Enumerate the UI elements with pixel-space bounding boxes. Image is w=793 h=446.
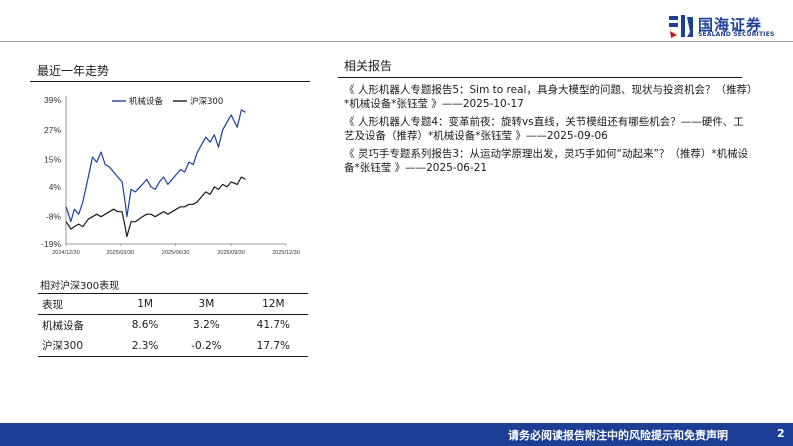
cell-12m: 17.7% xyxy=(256,339,290,352)
table-row: 机械设备 8.6% 3.2% 41.7% xyxy=(38,315,308,336)
report-item[interactable]: 《 人形机器人专题报告5：Sim to real，具身大模型的问题、现状与投资机… xyxy=(344,84,753,110)
y-tick-label: 15% xyxy=(44,155,61,165)
report-item[interactable]: 《 灵巧手专题系列报告3：从运动学原理出发，灵巧手如何“动起来”？（推荐）*机械… xyxy=(344,148,749,174)
brand-logo: 国海证券 SEALAND SECURITIES xyxy=(668,13,784,39)
performance-header-row: 表现 1M 3M 12M xyxy=(38,293,308,315)
cell-1m: 2.3% xyxy=(131,339,159,352)
series-line-machinery xyxy=(65,109,246,223)
x-tick-label: 2025/03/30 xyxy=(106,250,134,256)
row-label: 机械设备 xyxy=(42,319,84,332)
y-tick-label: -8% xyxy=(46,212,62,222)
series-line-csi300 xyxy=(65,176,246,238)
x-tick-label: 2025/06/30 xyxy=(162,250,190,256)
cell-3m: 3.2% xyxy=(193,319,220,332)
trend-chart: 39% 27% 15% 4% -8% -19%2024/12/30 2025/03/30 20… xyxy=(41,95,300,256)
footer-disclaimer: 请务必阅读报告附注中的风险提示和免责声明 xyxy=(508,429,728,442)
x-tick-label: 2025/12/30 xyxy=(272,250,300,256)
performance-table: 表现 1M 3M 12M 机械设备 8.6% 3.2% 41.7% 沪深300 … xyxy=(38,293,308,357)
y-tick-label: 39% xyxy=(44,95,61,105)
row-label: 沪深300 xyxy=(42,340,84,353)
y-tick-label: 4% xyxy=(49,182,62,192)
reports-title: 相关报告 xyxy=(344,59,393,73)
report-item[interactable]: 《 人形机器人专题4：变革前夜：旋转vs直线，关节模组还有哪些机会？——硬件、工… xyxy=(344,116,744,142)
y-tick-label: 27% xyxy=(44,125,61,135)
cell-3m: -0.2% xyxy=(191,339,222,352)
cell-1m: 8.6% xyxy=(131,319,159,332)
header-divider xyxy=(0,41,793,42)
header-cell: 12M xyxy=(262,298,285,310)
legend-label: 机械设备 xyxy=(129,96,164,107)
trend-title: 最近一年走势 xyxy=(37,64,110,78)
brand-name-en: SEALAND SECURITIES xyxy=(698,31,775,38)
brand-name-cn: 国海证券 xyxy=(698,16,763,34)
legend-label: 沪深300 xyxy=(190,96,223,107)
header-cell: 1M xyxy=(137,298,153,310)
x-tick-label: 2025/09/30 xyxy=(217,250,245,256)
report-list: 《 人形机器人专题报告5：Sim to real，具身大模型的问题、现状与投资机… xyxy=(344,84,754,180)
footer-bar: 请务必阅读报告附注中的风险提示和免责声明 2 xyxy=(0,423,793,446)
header-cell: 3M xyxy=(198,298,215,310)
header-cell: 表现 xyxy=(42,298,63,311)
page-number: 2 xyxy=(777,427,785,440)
performance-title: 相对沪深300表现 xyxy=(40,281,120,292)
table-row: 沪深300 2.3% -0.2% 17.7% xyxy=(38,336,308,357)
cell-12m: 41.7% xyxy=(256,319,290,332)
x-tick-label: 2024/12/30 xyxy=(52,250,80,256)
reports-title-underline xyxy=(338,77,742,78)
brand-mark-icon xyxy=(669,15,693,38)
y-tick-label: -19% xyxy=(41,239,61,249)
trend-title-underline xyxy=(30,81,310,82)
